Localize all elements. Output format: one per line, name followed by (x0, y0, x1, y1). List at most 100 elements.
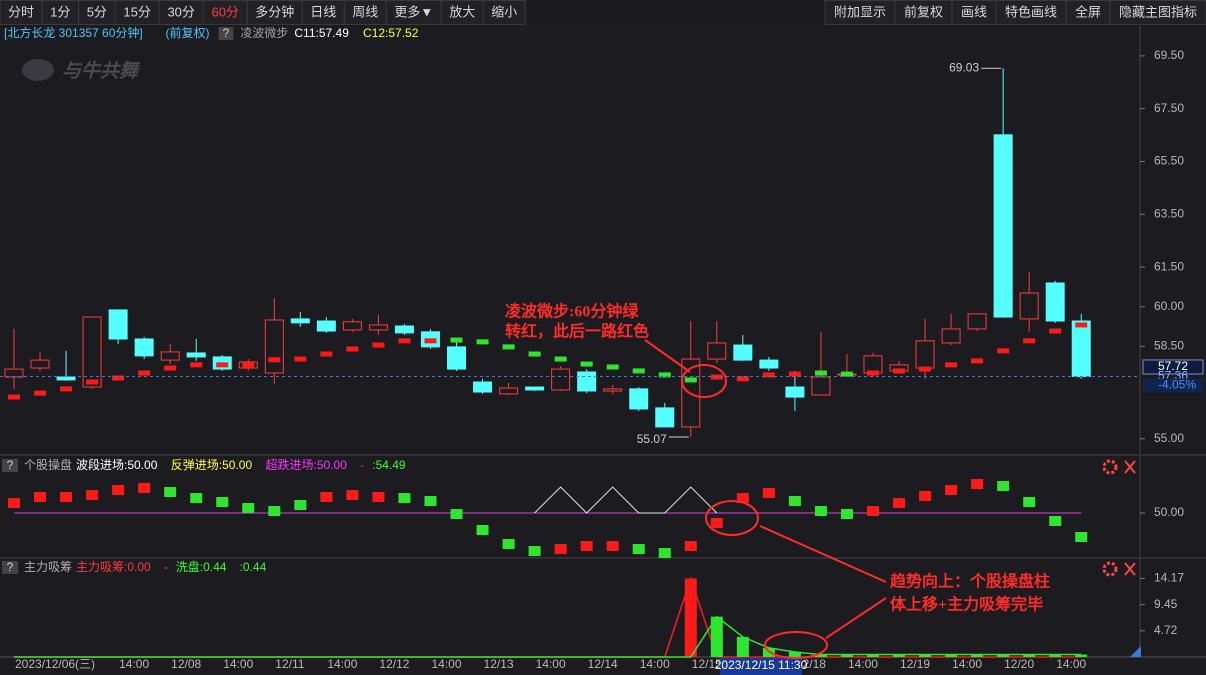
arrow-line (644, 339, 691, 373)
toolbar-button[interactable]: 30分 (167, 4, 194, 19)
toolbar-button[interactable]: 特色画线 (1005, 4, 1057, 19)
toolbar-button[interactable]: 放大 (449, 4, 475, 19)
toolbar-button-bg[interactable] (202, 0, 248, 25)
indicator-box (86, 490, 99, 501)
toolbar-button-bg[interactable] (1109, 0, 1206, 25)
toolbar-button[interactable]: 缩小 (491, 4, 517, 19)
candle-body (186, 352, 206, 358)
bar (788, 651, 801, 657)
x-tick-label: 12/19 (900, 657, 930, 671)
overlay-dash (840, 371, 853, 377)
close-icon[interactable] (1124, 562, 1136, 576)
indicator-box (1075, 531, 1088, 542)
candle-body (863, 355, 883, 374)
candle-body (1071, 320, 1091, 377)
overlay-dash (60, 386, 73, 392)
toolbar-button[interactable]: 60分 (212, 4, 239, 19)
toolbar-button-bg[interactable] (41, 0, 80, 25)
y-tick-label: 14.17 (1154, 571, 1184, 585)
overlay-dash (34, 390, 47, 396)
y-tick-label: 65.50 (1154, 154, 1184, 168)
toolbar-button-bg[interactable] (482, 0, 526, 25)
bar (710, 616, 723, 657)
candle-body (577, 371, 597, 392)
indicator-box (684, 541, 697, 552)
toolbar-button-bg[interactable] (158, 0, 204, 25)
indicator-box (866, 506, 879, 517)
settings-icon[interactable] (1102, 459, 1118, 475)
indicator-box (34, 492, 47, 503)
panel-title: 主力吸筹 (24, 560, 72, 574)
toolbar-button-bg[interactable] (385, 0, 442, 25)
logo: 与牛共舞 (22, 59, 141, 82)
x-tick-label: 14:00 (119, 657, 149, 671)
overlay-dash (1023, 338, 1036, 344)
toolbar-button[interactable]: 全屏 (1075, 4, 1101, 19)
toolbar-button[interactable]: 15分 (123, 4, 150, 19)
bar (997, 654, 1010, 657)
overlay-dash (606, 364, 619, 370)
toolbar-button[interactable]: 多分钟 (255, 4, 294, 19)
candle-body (1045, 282, 1065, 322)
overlay-dash (684, 377, 697, 383)
x-tick-label: 14:00 (223, 657, 253, 671)
toolbar-button[interactable]: 隐藏主图指标 (1119, 4, 1197, 19)
indicator-box (971, 479, 984, 490)
toolbar-button-bg[interactable] (951, 0, 997, 25)
header-text: C12:57.52 (363, 26, 419, 40)
highlight-circle (681, 364, 727, 398)
bar (736, 636, 749, 657)
toolbar-button[interactable]: 1分 (50, 4, 70, 19)
overlay-dash (710, 374, 723, 380)
toolbar-button-bg[interactable] (114, 0, 160, 25)
overlay-dash (8, 394, 20, 400)
indicator-box (736, 493, 749, 504)
overlay-dash (476, 339, 489, 345)
overlay-dash (1075, 322, 1088, 328)
toolbar-button[interactable]: 分时 (8, 4, 34, 19)
toolbar-button-bg[interactable] (301, 0, 345, 25)
toolbar-button[interactable]: 画线 (961, 4, 987, 19)
indicator-box (216, 496, 229, 507)
annotations: 凌波微步:60分钟绿 转红，此后一路红色 趋势向上：个股操盘柱 体上移+主力吸筹… (505, 302, 1050, 659)
indicator-box (997, 480, 1010, 491)
toolbar-button-bg[interactable] (995, 0, 1067, 25)
candle-body (551, 368, 571, 391)
toolbar-button[interactable]: 附加显示 (834, 4, 886, 19)
x-tick-label: 14:00 (431, 657, 461, 671)
annotation-text: 转红，此后一路红色 (505, 322, 649, 341)
help-box (218, 27, 234, 40)
candle-body (108, 309, 128, 340)
candle-body (785, 386, 805, 398)
annotation-text: 凌波微步:60分钟绿 (505, 302, 639, 321)
close-icon[interactable] (1124, 460, 1136, 474)
toolbar-button[interactable]: 前复权 (904, 4, 943, 19)
toolbar-button[interactable]: 周线 (352, 4, 378, 19)
toolbar-button-bg[interactable] (78, 0, 116, 25)
header-text: (前复权) (166, 25, 210, 40)
indicator-box (450, 509, 463, 520)
toolbar-button-bg[interactable] (1065, 0, 1111, 25)
overlay-dash (86, 379, 99, 385)
toolbar-button[interactable]: 5分 (87, 4, 107, 19)
toolbar-button[interactable]: 更多▼ (394, 4, 433, 19)
indicator-box (554, 544, 567, 555)
candle-body (56, 376, 76, 381)
overlay-dash (294, 356, 307, 362)
y-tick-label: 55.00 (1154, 431, 1184, 445)
toolbar-button-bg[interactable] (894, 0, 953, 25)
toolbar-button-bg[interactable] (343, 0, 387, 25)
overlay-dash (502, 344, 515, 350)
overlay-dash (893, 368, 906, 374)
overlay-dash (216, 362, 229, 368)
y-tick-label: 61.50 (1154, 259, 1184, 273)
toolbar-button-bg[interactable] (0, 0, 43, 25)
toolbar-button[interactable]: 日线 (310, 4, 336, 19)
legend-entry: :54.49 (372, 458, 406, 472)
help-mark: ? (7, 458, 14, 472)
toolbar-button-bg[interactable] (824, 0, 896, 25)
x-tick-label: 14:00 (848, 657, 878, 671)
settings-icon[interactable] (1102, 561, 1118, 577)
